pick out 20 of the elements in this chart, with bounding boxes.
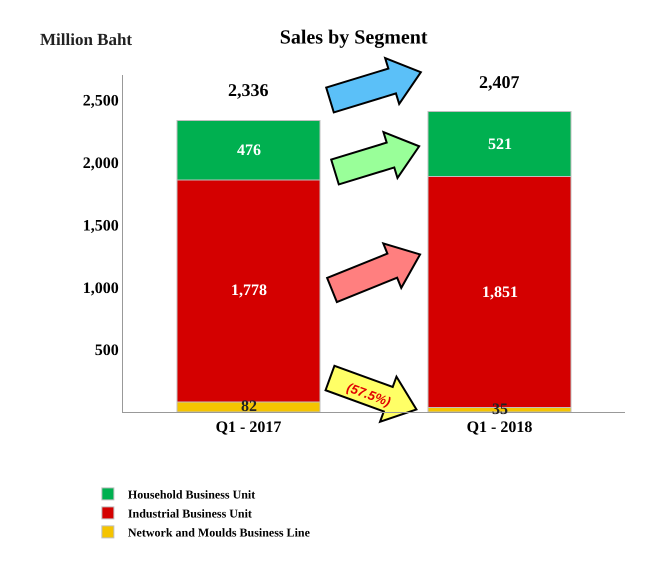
legend-label: Network and Moulds Business Line (128, 526, 311, 540)
y-tick-label: 2,000 (82, 154, 119, 172)
x-tick-label: Q1 - 2017 (216, 419, 282, 436)
total-label: 2,407 (479, 72, 520, 92)
y-tick-label: 2,500 (82, 92, 119, 110)
legend-label: Household Business Unit (128, 488, 256, 502)
data-label: 476 (237, 142, 261, 159)
y-axis-title: Million Baht (40, 30, 132, 49)
chart-title: Sales by Segment (280, 26, 428, 48)
y-tick-label: 500 (94, 342, 119, 360)
data-label: 35 (492, 401, 508, 418)
x-tick-label: Q1 - 2018 (466, 419, 532, 436)
total-label: 2,336 (228, 80, 268, 100)
y-tick-label: 1,500 (82, 217, 119, 234)
data-label: 521 (488, 136, 512, 153)
legend-label: Industrial Business Unit (128, 506, 252, 521)
data-label: 82 (241, 398, 257, 415)
y-tick-label: 1,000 (82, 280, 119, 297)
data-label: 1,778 (231, 282, 267, 299)
data-label: 1,851 (482, 284, 518, 301)
